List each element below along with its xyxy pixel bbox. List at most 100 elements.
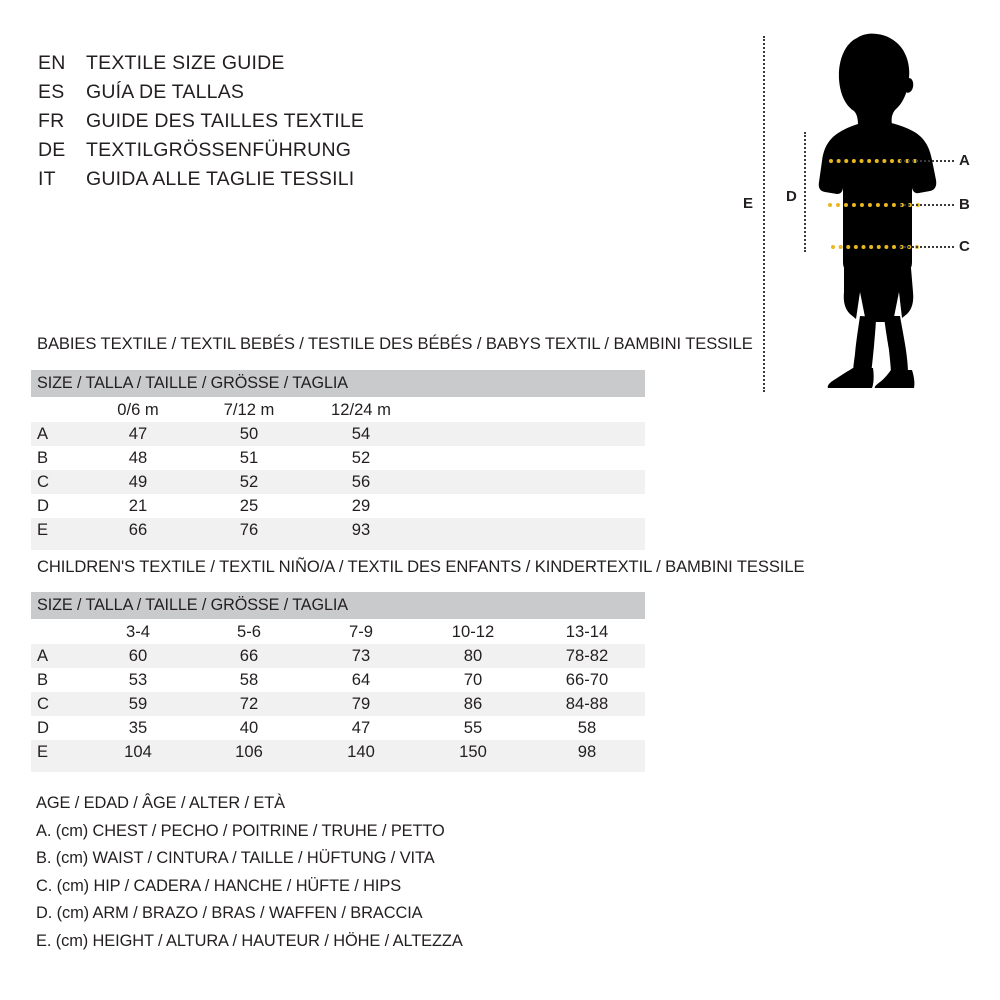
language-title-block: EN TEXTILE SIZE GUIDE ES GUÍA DE TALLAS …	[38, 52, 458, 197]
children-cell: 72	[193, 692, 305, 716]
babies-cell: 21	[83, 494, 193, 518]
children-cell: 79	[305, 692, 417, 716]
babies-cell: 54	[305, 422, 417, 446]
children-cell: 70	[417, 668, 529, 692]
language-title: GUIDA ALLE TAGLIE TESSILI	[86, 168, 355, 190]
language-row: DE TEXTILGRÖSSENFÜHRUNG	[38, 139, 458, 168]
babies-cell: 25	[193, 494, 305, 518]
language-code: ES	[38, 81, 65, 103]
children-column-header: 10-12	[417, 619, 529, 644]
children-cell: 64	[305, 668, 417, 692]
language-row: IT GUIDA ALLE TAGLIE TESSILI	[38, 168, 458, 197]
children-cell: 60	[83, 644, 193, 668]
babies-cell: 93	[305, 518, 417, 542]
babies-cell: 76	[193, 518, 305, 542]
child-silhouette-icon	[818, 33, 937, 388]
children-size-bar-row: SIZE / TALLA / TAILLE / GRÖSSE / TAGLIA	[31, 592, 646, 619]
children-row-label: E	[31, 740, 83, 764]
children-cell: 140	[305, 740, 417, 764]
children-cell: 86	[417, 692, 529, 716]
children-row-label: C	[31, 692, 83, 716]
babies-column-header: 7/12 m	[193, 397, 305, 422]
babies-cell: 52	[193, 470, 305, 494]
leader-line-c	[900, 246, 954, 248]
table-row: D 21 25 29	[31, 494, 646, 518]
leader-line-b	[900, 204, 954, 206]
children-cell: 55	[417, 716, 529, 740]
children-section-title: CHILDREN'S TEXTILE / TEXTIL NIÑO/A / TEX…	[37, 557, 805, 576]
children-column-header: 3-4	[83, 619, 193, 644]
children-column-header: 13-14	[529, 619, 646, 644]
table-row: B 53 58 64 70 66-70	[31, 668, 646, 692]
babies-empty-cell	[417, 518, 646, 542]
children-column-header: 5-6	[193, 619, 305, 644]
children-row-label: A	[31, 644, 83, 668]
figure-label-e: E	[743, 195, 754, 212]
children-cell: 66-70	[529, 668, 646, 692]
table-row: C 49 52 56	[31, 470, 646, 494]
table-row: A 60 66 73 80 78-82	[31, 644, 646, 668]
height-measure-line-e	[763, 36, 765, 392]
legend-line-hip: C. (cm) HIP / CADERA / HANCHE / HÜFTE / …	[36, 876, 402, 895]
language-code: FR	[38, 110, 65, 132]
babies-size-table: SIZE / TALLA / TAILLE / GRÖSSE / TAGLIA …	[31, 370, 646, 550]
language-row: FR GUIDE DES TAILLES TEXTILE	[38, 110, 458, 139]
legend-line-age: AGE / EDAD / ÂGE / ALTER / ETÀ	[36, 794, 285, 812]
babies-row-label: C	[31, 470, 83, 494]
babies-empty-cell	[417, 446, 646, 470]
children-cell: 73	[305, 644, 417, 668]
children-cell: 58	[529, 716, 646, 740]
language-title: TEXTILE SIZE GUIDE	[86, 52, 285, 74]
children-cell: 66	[193, 644, 305, 668]
children-corner-cell	[31, 619, 83, 644]
babies-size-bar-row: SIZE / TALLA / TAILLE / GRÖSSE / TAGLIA	[31, 370, 646, 397]
babies-empty-cell	[417, 397, 646, 422]
children-cell: 59	[83, 692, 193, 716]
language-code: DE	[38, 139, 66, 161]
babies-cell: 52	[305, 446, 417, 470]
babies-empty-cell	[417, 494, 646, 518]
table-row: E 104 106 140 150 98	[31, 740, 646, 764]
legend-line-waist: B. (cm) WAIST / CINTURA / TAILLE / HÜFTU…	[36, 849, 435, 867]
language-row: EN TEXTILE SIZE GUIDE	[38, 52, 458, 81]
babies-cell: 50	[193, 422, 305, 446]
children-row-label: B	[31, 668, 83, 692]
hip-measure-line-c	[831, 245, 919, 249]
babies-row-label: E	[31, 518, 83, 542]
babies-empty-cell	[417, 422, 646, 446]
table-row: C 59 72 79 86 84-88	[31, 692, 646, 716]
babies-table-footer-pad	[31, 542, 646, 550]
children-table-footer-pad	[31, 764, 646, 772]
babies-column-header: 0/6 m	[83, 397, 193, 422]
children-cell: 80	[417, 644, 529, 668]
children-size-table: SIZE / TALLA / TAILLE / GRÖSSE / TAGLIA …	[31, 592, 646, 772]
children-column-header: 7-9	[305, 619, 417, 644]
figure-label-a: A	[959, 152, 970, 169]
waist-measure-line-b	[828, 203, 920, 207]
legend-line-height: E. (cm) HEIGHT / ALTURA / HAUTEUR / HÖHE…	[36, 931, 463, 950]
children-cell: 106	[193, 740, 305, 764]
babies-corner-cell	[31, 397, 83, 422]
language-title: TEXTILGRÖSSENFÜHRUNG	[86, 139, 352, 161]
children-cell: 78-82	[529, 644, 646, 668]
babies-cell: 56	[305, 470, 417, 494]
children-size-bar-label: SIZE / TALLA / TAILLE / GRÖSSE / TAGLIA	[31, 592, 646, 619]
language-title: GUÍA DE TALLAS	[86, 81, 245, 103]
legend-line-arm: D. (cm) ARM / BRAZO / BRAS / WAFFEN / BR…	[36, 904, 423, 922]
babies-column-header: 12/24 m	[305, 397, 417, 422]
measurement-legend: AGE / EDAD / ÂGE / ALTER / ETÀ A. (cm) C…	[36, 790, 463, 955]
babies-size-bar-label: SIZE / TALLA / TAILLE / GRÖSSE / TAGLIA	[31, 370, 646, 397]
children-column-header-row: 3-4 5-6 7-9 10-12 13-14	[31, 619, 646, 644]
leader-line-a	[900, 160, 954, 162]
babies-row-label: A	[31, 422, 83, 446]
children-cell: 58	[193, 668, 305, 692]
babies-cell: 48	[83, 446, 193, 470]
figure-label-c: C	[959, 238, 970, 255]
babies-row-label: D	[31, 494, 83, 518]
children-cell: 150	[417, 740, 529, 764]
chest-measure-line-a	[829, 159, 917, 163]
babies-column-header-row: 0/6 m 7/12 m 12/24 m	[31, 397, 646, 422]
babies-cell: 66	[83, 518, 193, 542]
children-cell: 35	[83, 716, 193, 740]
